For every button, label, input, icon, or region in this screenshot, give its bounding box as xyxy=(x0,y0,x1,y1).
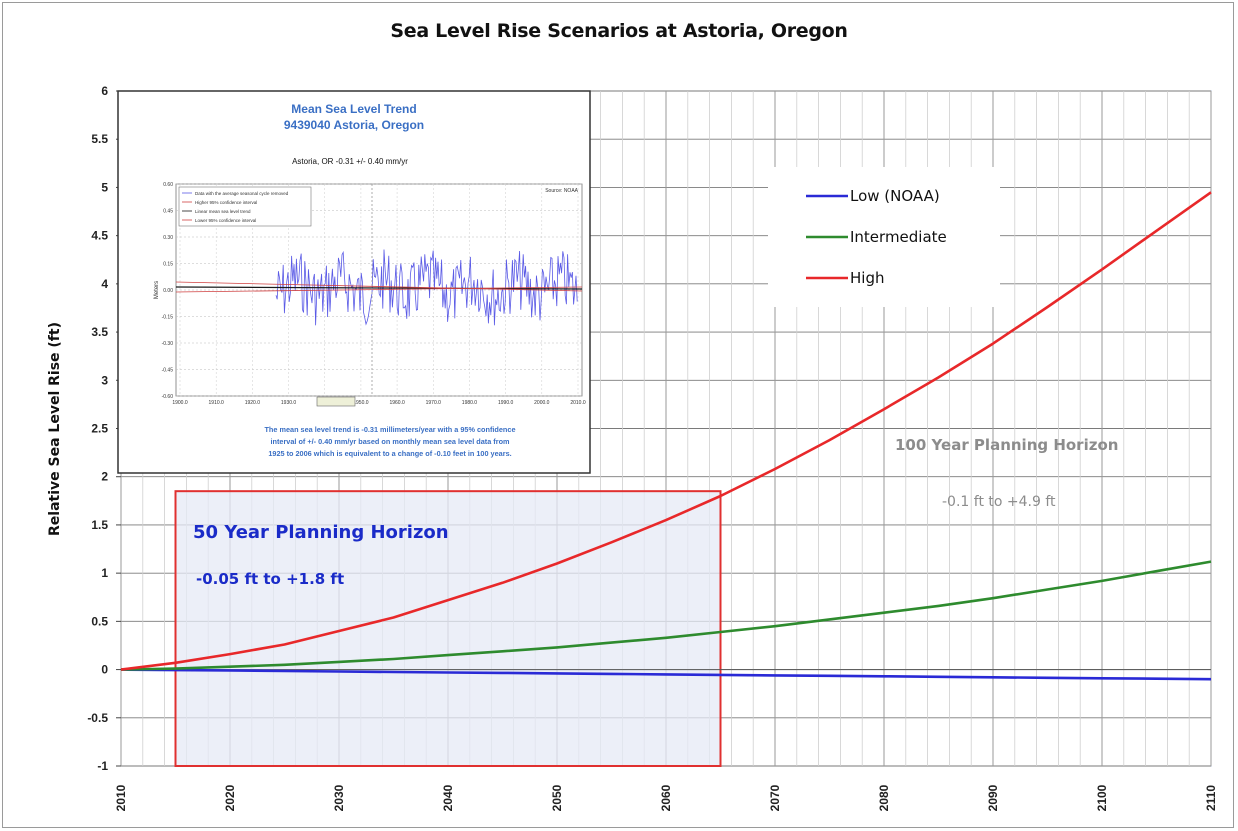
inset-y-tick: -0.30 xyxy=(162,341,174,347)
x-tick-label: 2070 xyxy=(768,784,782,811)
horizon100-range: -0.1 ft to +4.9 ft xyxy=(942,494,1056,510)
y-tick-label: 0.5 xyxy=(91,614,108,628)
inset-subtitle: 9439040 Astoria, Oregon xyxy=(284,118,424,132)
inset-legend-label: Linear mean sea level trend xyxy=(195,209,251,214)
inset-scroll-widget xyxy=(316,396,356,407)
x-tick-label: 2050 xyxy=(550,784,564,811)
x-tick-label: 2090 xyxy=(986,784,1000,811)
axes: 6 5.5 5 4.5 4 3.5 3 2.5 2 1.5 1 0.5 0 -0.5 -1 2010 2020 2… xyxy=(87,84,1218,811)
inset-x-tick: 2000.0 xyxy=(534,400,550,406)
inset-source: Source: NOAA xyxy=(545,188,578,194)
inset-caption-line: 1925 to 2006 which is equivalent to a ch… xyxy=(268,449,511,458)
horizon50-range: -0.05 ft to +1.8 ft xyxy=(196,570,344,588)
y-tick-label: 4 xyxy=(101,277,108,291)
series-lines xyxy=(120,191,1212,681)
inset-y-tick: -0.45 xyxy=(162,368,174,374)
y-tick-label: 1 xyxy=(101,566,108,580)
inset-upper-ci-line xyxy=(175,281,583,292)
y-tick-label: 3.5 xyxy=(91,325,108,339)
chart-title: Sea Level Rise Scenarios at Astoria, Ore… xyxy=(390,20,848,42)
inset-caption-line: The mean sea level trend is -0.31 millim… xyxy=(264,425,515,434)
annotations: 50 Year Planning Horizon -0.05 ft to +1.… xyxy=(193,436,1118,588)
inset-x-tick: 1920.0 xyxy=(245,400,261,406)
y-tick-label: 2.5 xyxy=(91,422,108,436)
series-line-high xyxy=(120,191,1212,671)
inset-x-tick: 1960.0 xyxy=(389,400,405,406)
inset-x-tick: 1990.0 xyxy=(498,400,514,406)
x-tick-label: 2080 xyxy=(877,784,891,811)
y-tick-label: 2 xyxy=(101,470,108,484)
planning-horizon-50-box xyxy=(174,490,722,767)
horizon100-title: 100 Year Planning Horizon xyxy=(895,436,1118,454)
x-tick-label: 2020 xyxy=(223,784,237,811)
inset-caption: The mean sea level trend is -0.31 millim… xyxy=(264,425,515,458)
inset-legend-label: Data with the average seasonal cycle rem… xyxy=(195,191,289,196)
legend-label: Intermediate xyxy=(850,228,947,246)
inset-data-line xyxy=(275,249,578,326)
y-tick-label: 5.5 xyxy=(91,132,108,146)
y-tick-label: 5 xyxy=(101,180,108,194)
series-line-intermediate xyxy=(120,560,1212,671)
inset-station-line: Astoria, OR -0.31 +/- 0.40 mm/yr xyxy=(292,157,408,166)
inset-legend-box xyxy=(178,186,312,227)
legend-label: High xyxy=(850,269,884,287)
inset-x-tick: 1900.0 xyxy=(172,400,188,406)
y-tick-label: 1.5 xyxy=(91,518,108,532)
x-tick-label: 2060 xyxy=(659,784,673,811)
y-tick-label: -0.5 xyxy=(87,711,108,725)
inset-x-tick: 1970.0 xyxy=(426,400,442,406)
y-axis-label: Relative Sea Level Rise (ft) xyxy=(47,322,63,536)
inset-x-tick: 2010.0 xyxy=(570,400,586,406)
inset-ylabel: Meters xyxy=(154,281,160,299)
series-line-low-noaa xyxy=(120,668,1212,681)
y-tick-label: -1 xyxy=(97,759,108,773)
inset-legend-label: Lower 95% confidence interval xyxy=(195,218,256,223)
y-tick-label: 4.5 xyxy=(91,229,108,243)
x-tick-label: 2110 xyxy=(1204,785,1218,811)
inset-y-tick: -0.15 xyxy=(162,315,174,321)
inset-y-tick: 0.15 xyxy=(163,262,173,268)
inset-y-tick: -0.60 xyxy=(162,394,174,400)
x-tick-label: 2040 xyxy=(441,784,455,811)
legend: Low (NOAA) Intermediate High xyxy=(768,167,1000,307)
inset-legend-label: Higher 95% confidence interval xyxy=(195,200,257,205)
horizon50-title: 50 Year Planning Horizon xyxy=(193,522,449,543)
x-tick-label: 2030 xyxy=(332,784,346,811)
inset-trend-line xyxy=(175,286,583,290)
inset-y-tick: 0.60 xyxy=(163,182,173,188)
x-tick-label: 2010 xyxy=(114,784,128,811)
inset-x-tick: 1950.0 xyxy=(353,400,369,406)
inset-caption-line: interval of +/- 0.40 mm/yr based on mont… xyxy=(270,437,510,446)
inset-y-tick: 0.30 xyxy=(163,235,173,241)
inset-tide-gauge-chart: Mean Sea Level Trend 9439040 Astoria, Or… xyxy=(117,90,591,474)
inset-y-tick: 0.00 xyxy=(163,288,173,294)
y-tick-label: 6 xyxy=(101,84,108,98)
inset-y-tick: 0.45 xyxy=(163,209,173,215)
inset-title: Mean Sea Level Trend xyxy=(291,102,416,116)
y-tick-label: 3 xyxy=(101,373,108,387)
inset-lower-ci-line xyxy=(175,286,583,293)
inset-legend: Data with the average seasonal cycle rem… xyxy=(182,191,289,223)
inset-x-tick: 1930.0 xyxy=(281,400,297,406)
x-tick-label: 2100 xyxy=(1095,784,1109,811)
inset-x-tick: 1910.0 xyxy=(209,400,225,406)
inset-x-tick: 1980.0 xyxy=(462,400,478,406)
legend-label: Low (NOAA) xyxy=(850,187,940,205)
y-tick-label: 0 xyxy=(101,663,108,677)
